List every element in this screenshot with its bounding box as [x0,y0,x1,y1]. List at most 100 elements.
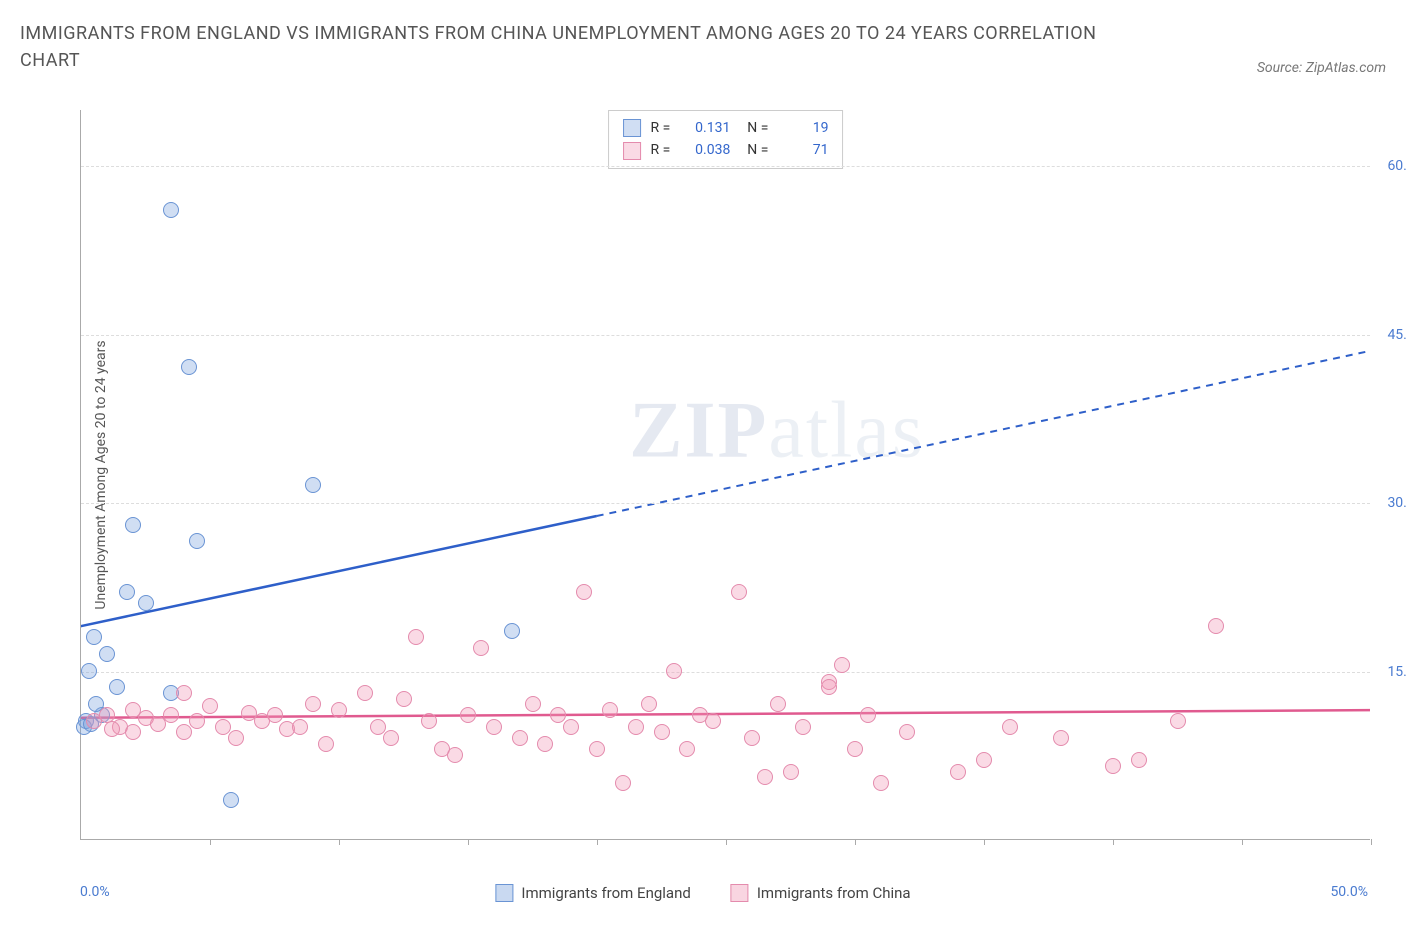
scatter-point [473,640,489,656]
scatter-point [654,724,670,740]
legend-row: R = 0.131 N = 19 [623,117,829,139]
correlation-chart: IMMIGRANTS FROM ENGLAND VS IMMIGRANTS FR… [20,20,1386,910]
y-axis-label: Unemployment Among Ages 20 to 24 years [93,340,109,609]
legend-n-value: 19 [778,117,828,139]
scatter-point [899,724,915,740]
scatter-point [1208,618,1224,634]
scatter-point [202,698,218,714]
scatter-point [86,629,102,645]
scatter-point [976,752,992,768]
y-tick-label: 60.0% [1387,158,1406,174]
y-tick-label: 45.0% [1387,327,1406,343]
legend-n-label: N = [740,139,768,161]
source-attribution: Source: ZipAtlas.com [1257,60,1386,76]
scatter-point [176,724,192,740]
scatter-point [666,663,682,679]
scatter-point [679,741,695,757]
scatter-point [744,730,760,746]
scatter-point [125,724,141,740]
legend-row: R = 0.038 N = 71 [623,139,829,161]
scatter-point [705,713,721,729]
legend-label: Immigrants from China [757,884,911,902]
gridline [81,503,1370,504]
scatter-point [795,719,811,735]
scatter-point [99,646,115,662]
legend-n-label: N = [740,117,768,139]
scatter-point [873,775,889,791]
series-legend: Immigrants from England Immigrants from … [495,884,910,902]
scatter-point [383,730,399,746]
scatter-point [576,584,592,600]
gridline [81,166,1370,167]
legend-n-value: 71 [778,139,828,161]
scatter-point [189,713,205,729]
x-axis-min-label: 0.0% [80,884,110,900]
scatter-point [163,202,179,218]
scatter-point [357,685,373,701]
scatter-point [1053,730,1069,746]
scatter-point [512,730,528,746]
scatter-point [615,775,631,791]
scatter-point [181,359,197,375]
scatter-point [486,719,502,735]
scatter-point [602,702,618,718]
x-tick [984,839,985,845]
legend-swatch [731,884,749,902]
x-tick [1113,839,1114,845]
legend-item: Immigrants from China [731,884,911,902]
scatter-point [1105,758,1121,774]
scatter-point [1131,752,1147,768]
x-axis-max-label: 50.0% [1330,884,1368,900]
legend-swatch [623,142,641,160]
scatter-point [641,696,657,712]
x-tick [210,839,211,845]
scatter-point [1002,719,1018,735]
scatter-point [770,696,786,712]
scatter-point [460,707,476,723]
scatter-point [834,657,850,673]
scatter-point [109,679,125,695]
legend-item: Immigrants from England [495,884,690,902]
scatter-point [119,584,135,600]
scatter-point [731,584,747,600]
legend-swatch [623,119,641,137]
scatter-point [138,595,154,611]
scatter-point [189,533,205,549]
scatter-point [421,713,437,729]
scatter-point [860,707,876,723]
scatter-point [757,769,773,785]
scatter-point [1170,713,1186,729]
scatter-point [447,747,463,763]
scatter-point [821,679,837,695]
legend-r-value: 0.038 [680,139,730,161]
scatter-point [163,707,179,723]
legend-r-label: R = [651,117,671,139]
trend-lines [81,110,1370,839]
legend-r-label: R = [651,139,671,161]
scatter-point [228,730,244,746]
scatter-point [783,764,799,780]
scatter-point [537,736,553,752]
x-tick [468,839,469,845]
scatter-point [305,696,321,712]
legend-swatch [495,884,513,902]
scatter-point [504,623,520,639]
scatter-point [104,721,120,737]
legend-label: Immigrants from England [521,884,690,902]
scatter-point [81,663,97,679]
scatter-point [589,741,605,757]
correlation-legend: R = 0.131 N = 19 R = 0.038 N = 71 [608,110,844,169]
plot-area: ZIPatlas R = 0.131 N = 19 R = 0.038 N = … [80,110,1370,840]
scatter-point [950,764,966,780]
x-tick [1242,839,1243,845]
watermark: ZIPatlas [629,385,925,476]
x-tick [339,839,340,845]
gridline [81,672,1370,673]
legend-r-value: 0.131 [680,117,730,139]
x-tick [855,839,856,845]
x-tick [1371,839,1372,845]
scatter-point [292,719,308,735]
scatter-point [628,719,644,735]
scatter-point [396,691,412,707]
scatter-point [331,702,347,718]
